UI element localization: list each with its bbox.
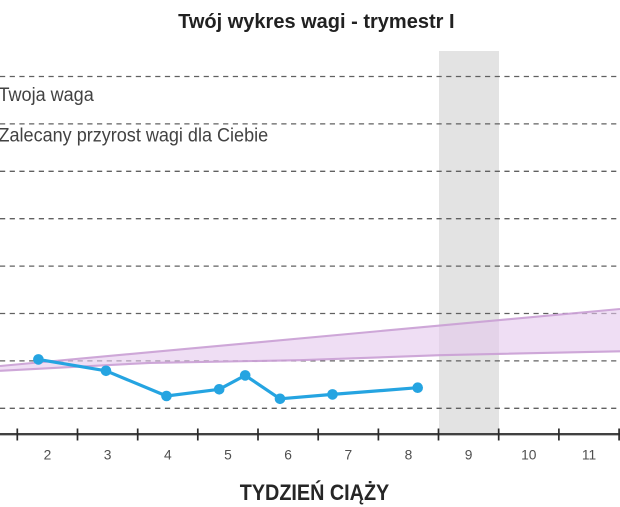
svg-text:7: 7 <box>344 446 352 462</box>
svg-text:8: 8 <box>405 446 413 462</box>
svg-text:10: 10 <box>521 446 537 462</box>
svg-text:11: 11 <box>582 446 597 462</box>
svg-text:TYDZIEŃ CIĄŻY: TYDZIEŃ CIĄŻY <box>240 481 389 505</box>
svg-text:3: 3 <box>104 446 112 462</box>
svg-text:Twoja waga: Twoja waga <box>0 83 94 105</box>
svg-text:6: 6 <box>284 446 292 462</box>
svg-text:5: 5 <box>224 446 232 462</box>
svg-text:4: 4 <box>164 446 172 462</box>
svg-text:9: 9 <box>465 446 473 462</box>
svg-text:2: 2 <box>44 446 52 462</box>
svg-text:Zalecany przyrost wagi dla Cie: Zalecany przyrost wagi dla Ciebie <box>0 124 268 146</box>
svg-text:Twój wykres wagi - trymestr I: Twój wykres wagi - trymestr I <box>178 11 454 33</box>
